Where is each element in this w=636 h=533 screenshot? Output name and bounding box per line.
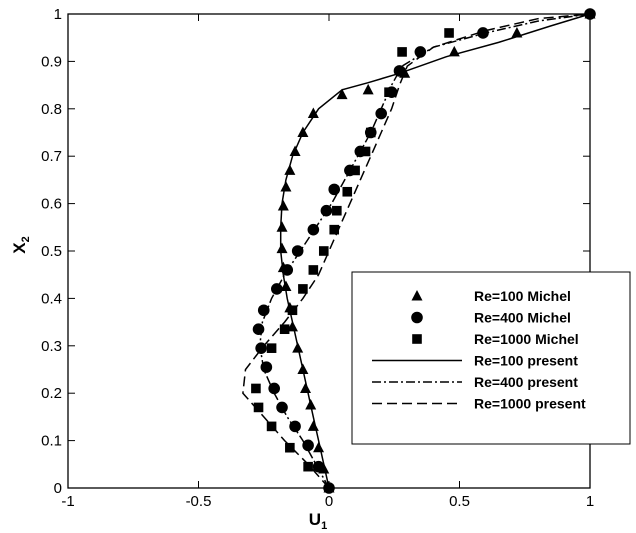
data-point-square	[332, 205, 342, 216]
x-axis-ticks: -1 -0.5 0 0.5 1	[61, 14, 594, 510]
data-point-square	[253, 402, 264, 413]
data-point-triangle	[511, 26, 523, 38]
data-point-triangle	[276, 221, 288, 232]
x-axis-title-sub: 1	[321, 520, 327, 532]
data-point-circle	[393, 65, 406, 77]
legend-label: Re=100 present	[474, 353, 578, 369]
data-point-square	[365, 127, 376, 138]
y-axis-ticks: 0 0.1 0.2 0.3 0.4 0.5 0.6 0.7 0.8 0.9 1	[41, 6, 590, 497]
y-tick-label: 0.5	[41, 243, 62, 260]
data-point-triangle	[286, 320, 298, 332]
legend-label: Re=100 Michel	[474, 288, 571, 304]
data-point-circle	[276, 401, 288, 414]
data-point-triangle	[277, 199, 289, 211]
data-point-circle	[291, 245, 304, 257]
data-point-triangle	[280, 181, 292, 192]
data-point-triangle	[280, 280, 292, 292]
data-point-square	[285, 442, 295, 453]
data-point-square	[360, 146, 371, 157]
y-tick-label: 1	[54, 6, 62, 23]
data-point-circle	[281, 264, 294, 276]
data-point-triangle	[284, 164, 296, 175]
y-tick-label: 0.6	[41, 196, 62, 213]
legend-marker-swatch	[411, 311, 423, 324]
data-point-circle	[268, 382, 280, 395]
x-tick-label: 0	[325, 493, 333, 510]
data-point-circle	[271, 283, 283, 295]
data-point-circle	[255, 342, 267, 354]
data-point-circle	[302, 439, 314, 452]
data-point-square	[342, 186, 353, 197]
y-tick-label: 0.4	[41, 290, 62, 307]
legend-label: Re=1000 present	[474, 396, 586, 412]
data-point-triangle	[300, 382, 312, 393]
data-point-triangle	[305, 399, 317, 410]
data-point-square	[318, 246, 329, 256]
data-point-square	[266, 343, 277, 353]
data-point-square	[350, 165, 360, 176]
data-point-triangle	[292, 342, 304, 353]
y-tick-label: 0.3	[41, 338, 62, 355]
data-point-circle	[414, 46, 427, 58]
x-axis-title-main: U	[309, 510, 321, 529]
legend-label: Re=1000 Michel	[474, 331, 579, 347]
y-tick-label: 0.8	[41, 101, 62, 118]
data-point-square	[303, 461, 313, 472]
series-line	[279, 13, 591, 489]
legend-marker-swatch	[412, 334, 422, 344]
data-point-circle	[257, 304, 270, 317]
x-tick-label: 1	[586, 493, 594, 510]
y-tick-label: 0.2	[41, 385, 62, 402]
data-point-triangle	[276, 242, 288, 254]
data-point-triangle	[362, 83, 374, 95]
data-point-square	[266, 421, 277, 432]
series-markers	[251, 8, 596, 494]
y-axis-title-sub: 2	[20, 236, 32, 242]
data-point-square	[279, 324, 290, 335]
data-point-square	[308, 265, 319, 275]
x-tick-label: -1	[61, 493, 74, 510]
y-tick-label: 0.1	[41, 433, 62, 450]
data-point-circle	[477, 27, 489, 39]
data-point-triangle	[297, 126, 309, 137]
data-point-circle	[252, 323, 265, 336]
y-tick-label: 0	[54, 480, 62, 497]
data-point-circle	[260, 361, 273, 373]
legend-box	[351, 271, 631, 445]
data-point-triangle	[297, 363, 309, 374]
data-point-square	[444, 28, 454, 38]
legend-label: Re=400 present	[474, 374, 578, 390]
y-axis-title-main: X	[10, 242, 29, 254]
data-point-triangle	[448, 45, 460, 57]
data-point-triangle	[289, 145, 301, 156]
data-point-circle	[328, 183, 341, 196]
data-point-square	[397, 47, 407, 57]
data-point-circle	[312, 460, 325, 473]
legend-label: Re=400 Michel	[474, 310, 571, 326]
data-point-square	[287, 305, 298, 316]
data-point-square	[298, 284, 308, 294]
data-point-triangle	[307, 107, 319, 119]
data-point-square	[251, 383, 261, 394]
data-point-square	[329, 224, 340, 235]
legend: Re=100 Michel Re=400 Michel Re=1000 Michel…	[351, 271, 631, 445]
data-point-circle	[289, 420, 301, 433]
legend-marker-swatch	[411, 290, 423, 301]
data-point-circle	[307, 223, 320, 236]
data-point-triangle	[313, 441, 325, 453]
x-tick-label: 0.5	[449, 493, 470, 510]
data-point-circle	[320, 204, 333, 217]
series-line	[242, 13, 591, 489]
y-axis-title: X2	[10, 236, 32, 253]
data-point-triangle	[307, 420, 319, 431]
x-axis-title: U1	[309, 510, 327, 532]
data-point-triangle	[336, 88, 348, 100]
x-tick-label: -0.5	[186, 493, 212, 510]
y-tick-label: 0.9	[41, 53, 62, 70]
y-tick-label: 0.7	[41, 148, 62, 165]
data-point-circle	[375, 107, 388, 120]
data-point-square	[384, 87, 394, 98]
